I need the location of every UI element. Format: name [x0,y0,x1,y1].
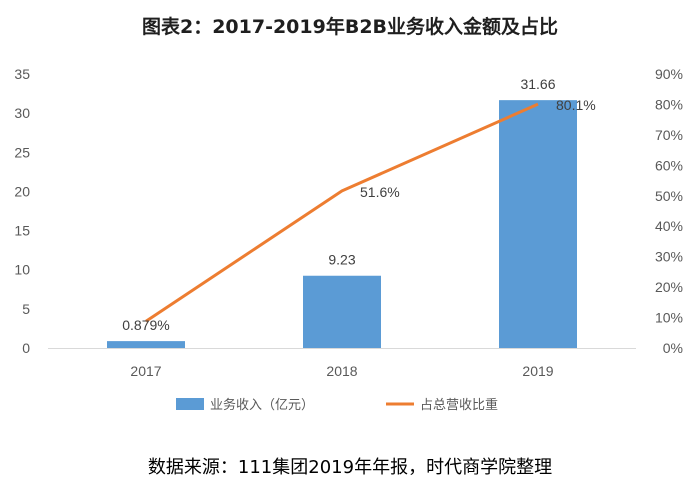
line-series [145,102,539,323]
bar-data-label: 31.66 [520,76,555,92]
y-left-tick-label: 10 [14,262,30,278]
x-tick-label: 2019 [522,363,553,379]
y-right-tick-label: 40% [655,218,683,234]
line-data-label: 51.6% [360,184,400,200]
chart-title: 图表2：2017-2019年B2B业务收入金额及占比 [141,16,559,38]
legend-line-label: 占总营收比重 [420,397,498,413]
legend-bar-swatch [176,398,204,410]
y-right-tick-label: 70% [655,127,683,143]
bar [499,100,577,348]
y-left-tick-label: 15 [14,223,30,239]
y-left-tick-label: 25 [14,144,30,160]
bar [303,275,381,348]
y-left-tick-label: 0 [22,340,30,356]
legend-bar-label: 业务收入（亿元） [210,397,314,413]
line-data-label: 80.1% [556,97,596,113]
bar-data-label: 9.23 [328,252,355,268]
y-right-tick-label: 30% [655,249,683,265]
y-left-tick-label: 20 [14,183,30,199]
y-right-tick-label: 0% [663,340,683,356]
y-left-tick-label: 35 [14,66,30,82]
bar [107,341,185,348]
y-right-tick-label: 80% [655,96,683,112]
x-tick-label: 2017 [130,363,161,379]
x-tick-label: 2018 [326,363,357,379]
y-right-tick-label: 10% [655,310,683,326]
y-right-tick-label: 20% [655,279,683,295]
y-left-tick-label: 30 [14,105,30,121]
y-left-tick-label: 5 [22,301,30,317]
y-right-tick-label: 50% [655,188,683,204]
source-note: 数据来源：111集团2019年年报，时代商学院整理 [147,457,553,478]
bar-data-label: 0.879% [122,317,169,333]
y-right-tick-label: 90% [655,66,683,82]
y-right-tick-label: 60% [655,157,683,173]
